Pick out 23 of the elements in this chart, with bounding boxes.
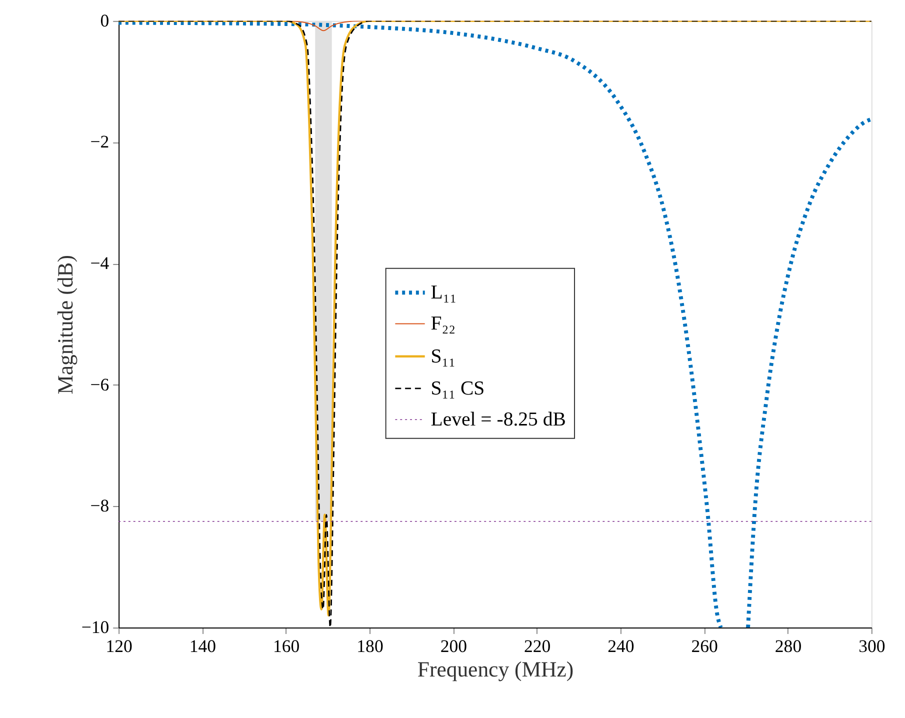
x-axis-title: Frequency (MHz) [417, 657, 574, 682]
y-tick-label: −2 [90, 132, 110, 152]
legend-label: S₁₁ [430, 345, 456, 368]
y-tick-label: −10 [81, 616, 110, 637]
legend-label: S₁₁ CS [430, 377, 485, 400]
x-tick-label: 260 [691, 636, 718, 656]
x-tick-label: 240 [608, 636, 634, 656]
legend-label: F₂₂ [430, 312, 456, 335]
x-tick-label: 280 [774, 636, 802, 656]
x-tick-label: 120 [106, 636, 132, 656]
y-tick-label: −6 [90, 374, 110, 394]
legend-label: Level = -8.25 dB [430, 408, 566, 431]
x-tick-label: 200 [440, 636, 468, 656]
y-tick-label: −8 [90, 496, 110, 516]
x-tick-label: 220 [524, 636, 551, 656]
y-axis-title: Magnitude (dB) [53, 255, 78, 394]
x-tick-label: 140 [189, 636, 216, 656]
legend-label: L₁₁ [430, 282, 457, 304]
x-tick-label: 300 [858, 636, 886, 656]
x-tick-label: 180 [356, 636, 384, 656]
y-tick-label: −4 [90, 253, 110, 274]
x-tick-label: 160 [273, 636, 300, 656]
y-tick-label: 0 [100, 10, 110, 30]
